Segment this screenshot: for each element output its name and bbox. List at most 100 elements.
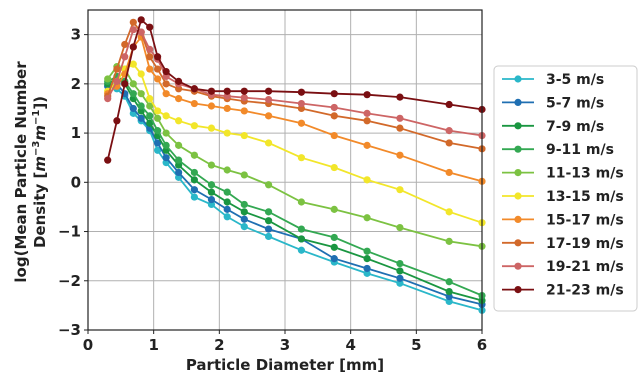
x-axis-title: Particle Diameter [mm]	[186, 356, 384, 374]
data-point	[175, 141, 183, 149]
legend-marker	[514, 122, 522, 130]
y-axis-title-line1: log(Mean Particle Number	[12, 61, 30, 283]
data-point	[104, 156, 112, 164]
data-point	[146, 65, 154, 73]
data-point	[129, 18, 137, 26]
data-point	[137, 28, 145, 36]
data-point	[154, 146, 162, 154]
data-point	[162, 154, 170, 162]
data-point	[121, 40, 129, 49]
data-point	[223, 92, 231, 100]
data-point	[175, 85, 183, 93]
x-axis: 0 1 2 3 4 5 6	[83, 330, 487, 354]
data-point	[297, 198, 306, 206]
data-point	[190, 168, 198, 177]
legend-entry: 3-5 m/s	[502, 72, 604, 88]
data-point	[445, 100, 453, 109]
data-point	[264, 96, 273, 104]
data-point	[297, 225, 306, 233]
data-point	[113, 77, 121, 85]
legend-box	[493, 65, 638, 312]
legend-entry: 19-21 m/s	[502, 259, 624, 275]
data-point	[396, 186, 404, 194]
data-point	[330, 243, 338, 251]
data-point	[175, 156, 183, 164]
data-point	[330, 163, 338, 172]
legend-entry: 5-7 m/s	[502, 95, 604, 111]
data-point	[129, 104, 137, 113]
series-line	[106, 18, 483, 161]
data-point	[297, 119, 306, 127]
data-point	[175, 161, 183, 169]
data-point	[129, 43, 137, 51]
data-point	[162, 67, 170, 76]
data-point	[330, 255, 338, 263]
legend-label: 11-13 m/s	[546, 166, 624, 182]
data-point	[396, 114, 404, 122]
data-point	[129, 90, 137, 98]
data-point	[113, 117, 121, 125]
legend-marker	[514, 286, 522, 294]
legend-entry: 15-17 m/s	[502, 212, 624, 228]
data-point	[330, 205, 338, 213]
data-point	[121, 53, 129, 61]
data-point	[190, 85, 198, 93]
legend-label: 21-23 m/s	[546, 283, 624, 299]
data-point	[146, 112, 154, 120]
data-point	[445, 208, 453, 216]
data-point	[207, 102, 216, 110]
data-point	[264, 181, 273, 189]
legend-label: 7-9 m/s	[546, 119, 604, 135]
data-point	[190, 186, 198, 194]
y-tick-label: 2	[71, 75, 81, 93]
legend-entry: 11-13 m/s	[502, 166, 624, 182]
data-point	[240, 208, 248, 216]
data-point	[129, 80, 137, 88]
legend-label: 5-7 m/s	[546, 95, 604, 111]
x-tick-label: 6	[477, 336, 487, 354]
y-axis: −3 −2 −1 0 1 2 3	[58, 26, 88, 339]
x-tick-label: 4	[345, 336, 355, 354]
data-point	[396, 279, 404, 287]
legend-entry: 13-15 m/s	[502, 189, 624, 205]
data-point	[104, 95, 112, 103]
data-point	[223, 213, 231, 221]
data-point	[297, 88, 306, 96]
data-point	[175, 117, 183, 125]
data-point	[154, 127, 162, 135]
data-point	[445, 127, 453, 135]
data-point	[223, 188, 231, 196]
legend-marker	[514, 169, 522, 177]
legend-marker	[514, 262, 522, 270]
data-point	[104, 75, 112, 83]
data-point	[240, 171, 248, 179]
legend-label: 19-21 m/s	[546, 259, 624, 275]
data-point	[240, 107, 248, 115]
legend: 3-5 m/s 5-7 m/s 7-9 m/s 9-11 m/s 11-13 m/s 13…	[493, 65, 638, 312]
data-point	[223, 166, 231, 174]
data-point	[113, 65, 121, 73]
data-point	[162, 72, 170, 81]
legend-marker	[514, 145, 522, 153]
legend-label: 17-19 m/s	[546, 236, 624, 252]
data-point	[396, 274, 404, 282]
series-layer	[104, 16, 486, 314]
data-point	[240, 215, 248, 223]
data-point	[146, 45, 154, 53]
data-point	[223, 87, 231, 95]
data-point	[363, 109, 371, 117]
legend-entry: 17-19 m/s	[502, 236, 624, 252]
data-point	[264, 139, 273, 147]
series-13-15 m/s	[104, 60, 486, 227]
data-point	[330, 103, 338, 112]
data-point	[396, 124, 404, 132]
data-point	[396, 93, 404, 101]
y-tick-label: 1	[71, 124, 81, 142]
data-point	[240, 131, 248, 140]
series-11-13 m/s	[104, 63, 486, 250]
x-tick-label: 2	[214, 336, 224, 354]
legend-marker	[514, 98, 522, 106]
series-21-23 m/s	[104, 16, 486, 164]
series-19-21 m/s	[104, 26, 486, 140]
data-point	[396, 151, 404, 159]
